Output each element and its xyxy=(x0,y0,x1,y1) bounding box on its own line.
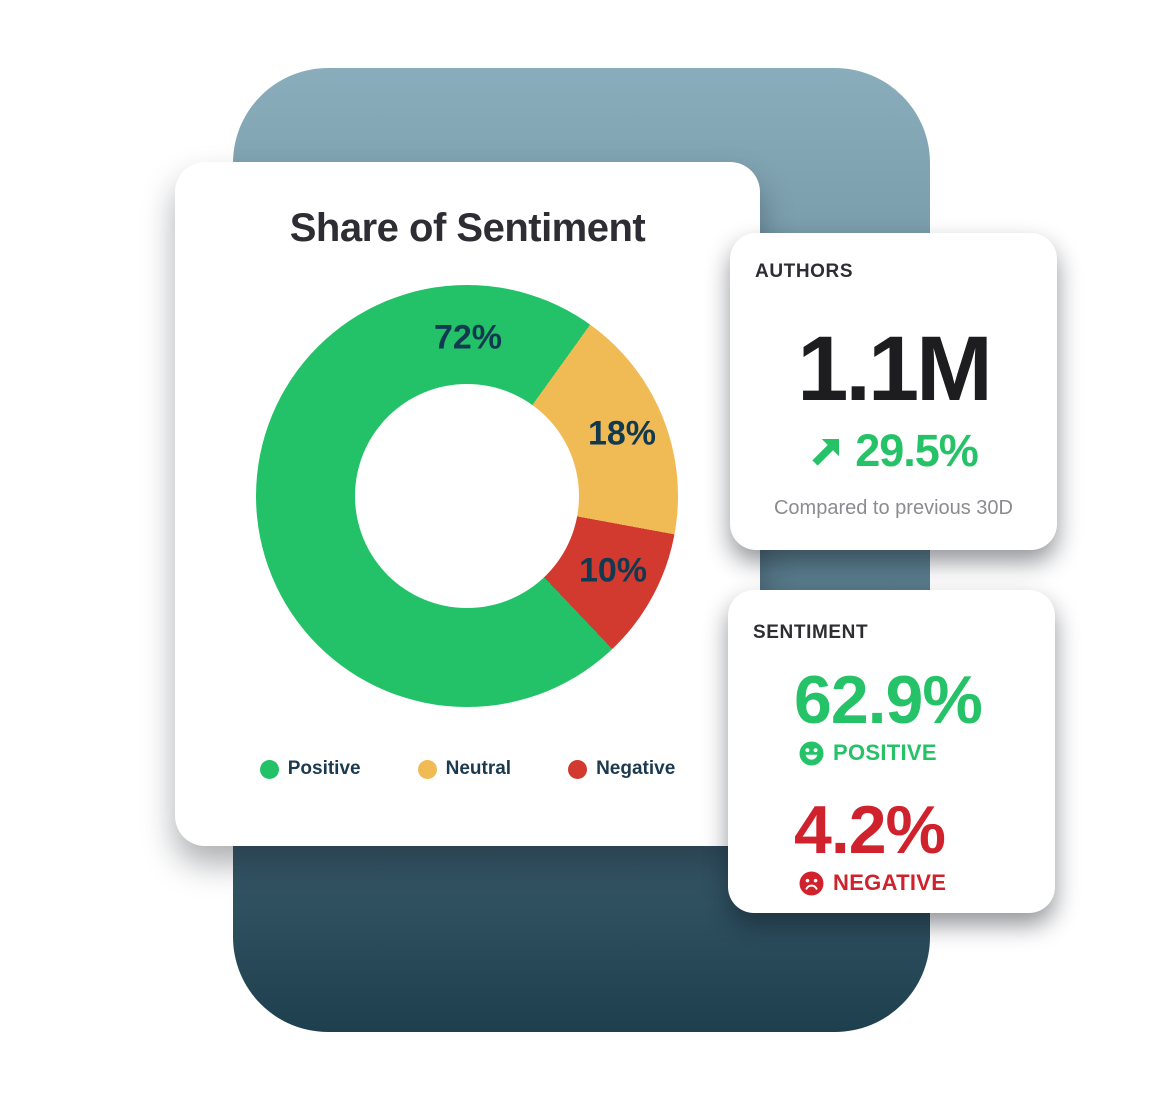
legend-dot-neutral-icon xyxy=(417,759,437,779)
authors-change-value: 29.5% xyxy=(855,425,979,476)
sentiment-kpi-card: SENTIMENT 62.9% POSITIVE 4.2% NEGATIVE xyxy=(728,590,1055,913)
legend-label: Neutral xyxy=(445,758,512,779)
negative-sentiment-row: NEGATIVE xyxy=(799,870,1055,896)
positive-sentiment-row: POSITIVE xyxy=(799,740,1055,766)
chart-legend: Positive Neutral Negative xyxy=(175,758,760,780)
authors-card-title: AUTHORS xyxy=(755,261,854,282)
authors-trend: 29.5% xyxy=(809,425,979,477)
legend-dot-positive-icon xyxy=(259,759,279,779)
slice-label-neutral: 18% xyxy=(587,414,657,453)
sentiment-donut-chart[interactable] xyxy=(256,285,678,707)
legend-label: Positive xyxy=(287,758,361,779)
legend-item-negative[interactable]: Negative xyxy=(568,758,675,780)
share-of-sentiment-card: Share of Sentiment 72% 18% 10% Positive … xyxy=(175,162,760,846)
slice-label-positive: 72% xyxy=(433,318,503,357)
positive-sentiment-value: 62.9% xyxy=(794,662,983,738)
happy-face-icon xyxy=(799,741,824,765)
negative-sentiment-label: NEGATIVE xyxy=(833,870,947,895)
slice-label-negative: 10% xyxy=(578,551,648,590)
legend-dot-negative-icon xyxy=(568,759,588,779)
authors-kpi-card: AUTHORS 1.1M 29.5% Compared to previous … xyxy=(730,233,1057,550)
authors-value: 1.1M xyxy=(797,318,993,420)
negative-sentiment-value: 4.2% xyxy=(794,792,946,868)
positive-sentiment-label: POSITIVE xyxy=(833,740,937,765)
arrow-up-right-icon xyxy=(812,439,840,466)
legend-label: Negative xyxy=(596,758,676,779)
legend-item-neutral[interactable]: Neutral xyxy=(417,758,512,780)
authors-caption: Compared to previous 30D xyxy=(773,497,1013,519)
sentiment-card-title: SENTIMENT xyxy=(753,622,869,643)
legend-item-positive[interactable]: Positive xyxy=(259,758,361,780)
sad-face-icon xyxy=(799,871,824,895)
chart-title: Share of Sentiment xyxy=(289,206,646,250)
